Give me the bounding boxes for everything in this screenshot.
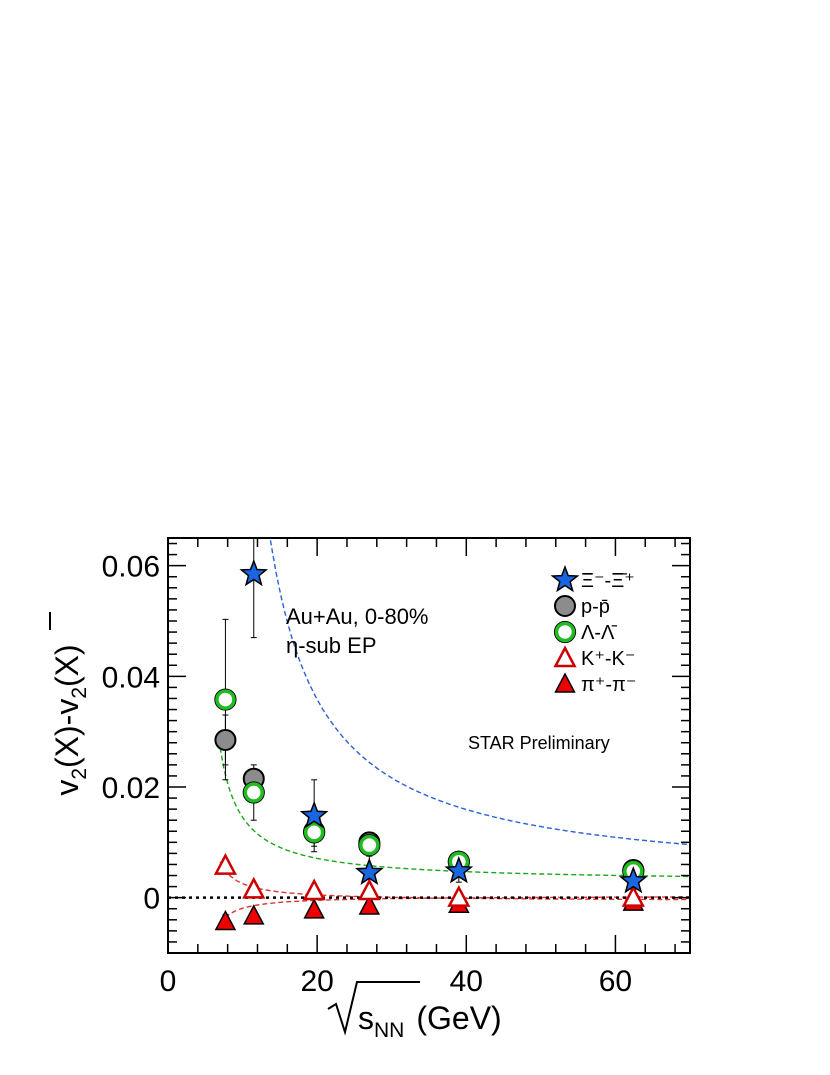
data-point-kaon bbox=[213, 852, 237, 875]
x-tick-label: 0 bbox=[160, 965, 177, 998]
preliminary-annotation: STAR Preliminary bbox=[468, 733, 610, 753]
data-point-pion bbox=[243, 904, 265, 925]
data-point-lambda-ring bbox=[243, 782, 265, 803]
data-point-kaon bbox=[447, 884, 471, 907]
fit-curve-xi bbox=[269, 540, 691, 846]
data-point-kaon bbox=[357, 878, 381, 901]
data-point-lambda-ring bbox=[215, 689, 236, 710]
y-axis-title: v2(X)-v2(X) bbox=[49, 612, 91, 796]
sqrt-symbol bbox=[327, 981, 420, 1036]
x-tick-label: 40 bbox=[450, 965, 483, 998]
system-annotation: Au+Au, 0-80% bbox=[286, 604, 428, 629]
svg-text:v2(X)-v2(X): v2(X)-v2(X) bbox=[49, 644, 91, 795]
y-tick-label: 0.04 bbox=[102, 661, 160, 694]
legend-marker-proton bbox=[554, 595, 576, 617]
x-tick-label: 60 bbox=[599, 965, 632, 998]
legend: Ξ⁻-Ξ̄⁺ p-p̄ Λ-Λ̄ K⁺-K⁻ π⁺-π⁻ bbox=[550, 564, 636, 696]
fit-curve-kaon bbox=[219, 861, 690, 901]
legend-marker-pion bbox=[554, 672, 576, 693]
legend-marker-xi bbox=[550, 564, 580, 593]
x-axis-title: sNN (GeV) bbox=[327, 981, 502, 1042]
data-point-lambda bbox=[242, 781, 265, 804]
data-point-lambda bbox=[214, 688, 237, 711]
axis-ticks: 0 20 40 60 0 0.02 0.04 0.06 bbox=[102, 538, 690, 998]
legend-marker-lambda-ring bbox=[554, 621, 576, 643]
data-point-lambda-outline bbox=[214, 688, 237, 711]
data-points bbox=[213, 558, 648, 931]
y-tick-label: 0 bbox=[143, 883, 160, 916]
legend-label-kaon: K⁺-K⁻ bbox=[581, 648, 635, 670]
x-tick-label: 20 bbox=[300, 965, 333, 998]
plot-frame bbox=[167, 537, 691, 954]
data-point-lambda bbox=[358, 833, 381, 857]
data-point-lambda-outline bbox=[358, 833, 381, 857]
data-point-xi bbox=[239, 558, 269, 587]
data-point-lambda-ring bbox=[303, 822, 325, 843]
legend-label-pion: π⁺-π⁻ bbox=[581, 674, 636, 696]
data-point-kaon bbox=[242, 876, 266, 899]
legend-label-xi: Ξ⁻-Ξ̄⁺ bbox=[581, 570, 635, 592]
data-point-lambda-ring bbox=[359, 834, 380, 856]
data-point-xi bbox=[299, 800, 329, 829]
data-point-xi bbox=[355, 857, 384, 886]
legend-marker-lambda bbox=[553, 620, 577, 644]
data-point-lambda-outline bbox=[242, 781, 265, 804]
data-point-pion bbox=[214, 909, 237, 931]
data-point-pion bbox=[303, 898, 325, 919]
data-point-proton bbox=[214, 728, 237, 751]
legend-label-proton: p-p̄ bbox=[581, 596, 610, 618]
data-point-kaon bbox=[302, 878, 326, 901]
data-point-xi bbox=[619, 865, 648, 894]
legend-marker-lambda-outline bbox=[553, 620, 577, 644]
data-point-pion bbox=[358, 894, 381, 915]
data-point-xi bbox=[444, 855, 474, 884]
data-point-kaon bbox=[621, 884, 645, 907]
y-tick-label: 0.02 bbox=[102, 772, 160, 805]
legend-label-lambda: Λ-Λ̄ bbox=[581, 622, 617, 644]
legend-marker-kaon bbox=[553, 645, 577, 668]
y-tick-label: 0.06 bbox=[102, 551, 160, 584]
svg-text:sNN(GeV): sNN (GeV) bbox=[358, 1000, 502, 1042]
method-annotation: η-sub EP bbox=[286, 633, 377, 658]
